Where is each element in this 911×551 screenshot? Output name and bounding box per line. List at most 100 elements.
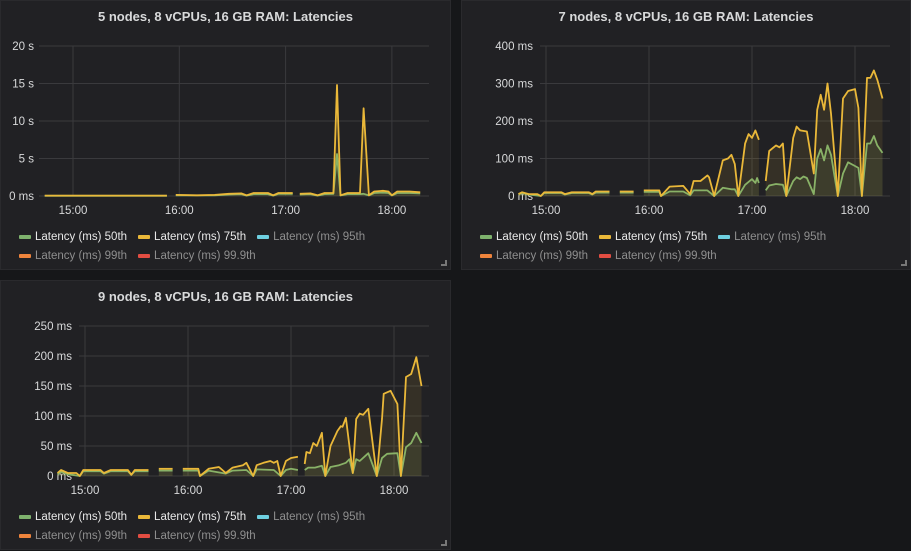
series-line-75th <box>56 469 149 477</box>
legend-item[interactable]: Latency (ms) 99th <box>480 246 588 265</box>
y-tick-label: 15 s <box>12 79 34 91</box>
x-tick-label: 17:00 <box>277 485 306 497</box>
legend-swatch-icon <box>138 533 151 538</box>
y-tick-label: 400 ms <box>495 41 533 53</box>
legend-item[interactable]: Latency (ms) 95th <box>257 227 365 246</box>
x-tick-label: 15:00 <box>532 205 561 217</box>
legend-item[interactable]: Latency (ms) 50th <box>480 227 588 246</box>
x-tick-label: 16:00 <box>174 485 203 497</box>
legend-label: Latency (ms) 50th <box>35 510 128 523</box>
legend-item[interactable]: Latency (ms) 95th <box>718 227 826 246</box>
legend-item[interactable]: Latency (ms) 50th <box>19 507 127 526</box>
y-tick-label: 100 ms <box>495 154 533 166</box>
legend-label: Latency (ms) 99th <box>496 249 589 262</box>
legend-swatch-icon <box>718 234 731 239</box>
series-line-75th <box>303 356 423 477</box>
legend-item[interactable]: Latency (ms) 99.9th <box>138 246 256 265</box>
legend-item[interactable]: Latency (ms) 95th <box>257 507 365 526</box>
y-tick-label: 50 ms <box>41 441 73 453</box>
y-tick-label: 20 s <box>12 41 34 53</box>
legend-item[interactable]: Latency (ms) 99.9th <box>599 246 717 265</box>
legend-swatch-icon <box>257 234 270 239</box>
x-tick-label: 15:00 <box>71 485 100 497</box>
series-line-75th <box>764 69 884 197</box>
resize-handle-icon[interactable] <box>901 260 907 266</box>
x-tick-label: 18:00 <box>380 485 409 497</box>
legend-label: Latency (ms) 75th <box>154 510 247 523</box>
legend-swatch-icon <box>257 514 270 519</box>
legend-label: Latency (ms) 50th <box>35 230 128 243</box>
legend-item[interactable]: Latency (ms) 50th <box>19 227 127 246</box>
y-tick-label: 10 s <box>12 116 34 128</box>
legend: Latency (ms) 50th Latency (ms) 75th Latenc… <box>19 507 439 545</box>
legend-item[interactable]: Latency (ms) 99th <box>19 246 127 265</box>
series-line-75th <box>643 129 760 197</box>
resize-handle-icon[interactable] <box>441 260 447 266</box>
resize-handle-icon[interactable] <box>441 540 447 546</box>
legend-item[interactable]: Latency (ms) 75th <box>599 227 707 246</box>
legend-item[interactable]: Latency (ms) 99.9th <box>138 526 256 545</box>
y-tick-label: 0 ms <box>9 191 34 203</box>
legend-label: Latency (ms) 95th <box>273 230 366 243</box>
legend-label: Latency (ms) 99th <box>35 249 128 262</box>
legend-label: Latency (ms) 99.9th <box>154 529 256 542</box>
series-fill-75th <box>765 70 883 196</box>
legend-swatch-icon <box>138 234 151 239</box>
legend-label: Latency (ms) 99th <box>35 529 128 542</box>
series-fill-75th <box>619 191 634 196</box>
legend-swatch-icon <box>480 234 492 239</box>
legend-label: Latency (ms) 75th <box>154 230 247 243</box>
y-tick-label: 300 ms <box>495 79 533 91</box>
y-tick-label: 200 ms <box>34 351 72 363</box>
y-tick-label: 5 s <box>19 154 35 166</box>
legend-swatch-icon <box>138 514 151 519</box>
panel-9-nodes: 9 nodes, 8 vCPUs, 16 GB RAM: Latencies 0 … <box>0 280 451 550</box>
legend-item[interactable]: Latency (ms) 99th <box>19 526 127 545</box>
y-tick-label: 150 ms <box>34 381 72 393</box>
panel-5-nodes: 5 nodes, 8 vCPUs, 16 GB RAM: Latencies 0 … <box>0 0 451 270</box>
y-tick-label: 200 ms <box>495 116 533 128</box>
panel-7-nodes: 7 nodes, 8 vCPUs, 16 GB RAM: Latencies 0 … <box>461 0 911 270</box>
legend-label: Latency (ms) 75th <box>615 230 708 243</box>
series-line-75th <box>518 190 610 197</box>
series-fill-75th <box>158 468 173 476</box>
legend-item[interactable]: Latency (ms) 75th <box>138 507 246 526</box>
series-fill-75th <box>304 357 422 476</box>
series-line-50th <box>764 135 884 197</box>
legend-swatch-icon <box>19 234 31 239</box>
legend-swatch-icon <box>480 253 492 258</box>
legend: Latency (ms) 50th Latency (ms) 75th Latenc… <box>480 227 900 265</box>
legend-label: Latency (ms) 95th <box>734 230 827 243</box>
y-tick-label: 250 ms <box>34 321 72 333</box>
panel-title[interactable]: 5 nodes, 8 vCPUs, 16 GB RAM: Latencies <box>97 9 354 24</box>
x-tick-label: 18:00 <box>378 205 407 217</box>
legend-item[interactable]: Latency (ms) 75th <box>138 227 246 246</box>
series-fill-75th <box>643 130 759 196</box>
legend-label: Latency (ms) 95th <box>273 510 366 523</box>
legend-label: Latency (ms) 99.9th <box>154 249 256 262</box>
latency-chart: 0 ms 5 s 10 s 15 s 20 s 15:00 16:00 17:00 18:00 <box>9 41 429 217</box>
legend-swatch-icon <box>138 253 151 258</box>
x-tick-label: 17:00 <box>738 205 767 217</box>
y-tick-label: 100 ms <box>34 411 72 423</box>
series-line-50th <box>304 431 423 477</box>
series-line-50th <box>643 177 760 197</box>
series-line-75th <box>182 455 299 477</box>
legend: Latency (ms) 50th Latency (ms) 75th Latenc… <box>19 227 439 265</box>
panel-title[interactable]: 7 nodes, 8 vCPUs, 16 GB RAM: Latencies <box>558 9 814 24</box>
x-tick-label: 16:00 <box>165 205 194 217</box>
x-tick-label: 15:00 <box>59 205 88 217</box>
legend-swatch-icon <box>19 514 31 519</box>
series-line-75th <box>299 84 421 197</box>
legend-swatch-icon <box>599 253 612 258</box>
legend-label: Latency (ms) 99.9th <box>615 249 717 262</box>
series-fill-50th <box>765 136 883 196</box>
legend-swatch-icon <box>599 234 612 239</box>
legend-label: Latency (ms) 50th <box>496 230 589 243</box>
x-tick-label: 17:00 <box>271 205 300 217</box>
x-tick-label: 18:00 <box>841 205 870 217</box>
legend-swatch-icon <box>19 533 31 538</box>
panel-title[interactable]: 9 nodes, 8 vCPUs, 16 GB RAM: Latencies <box>97 289 354 304</box>
